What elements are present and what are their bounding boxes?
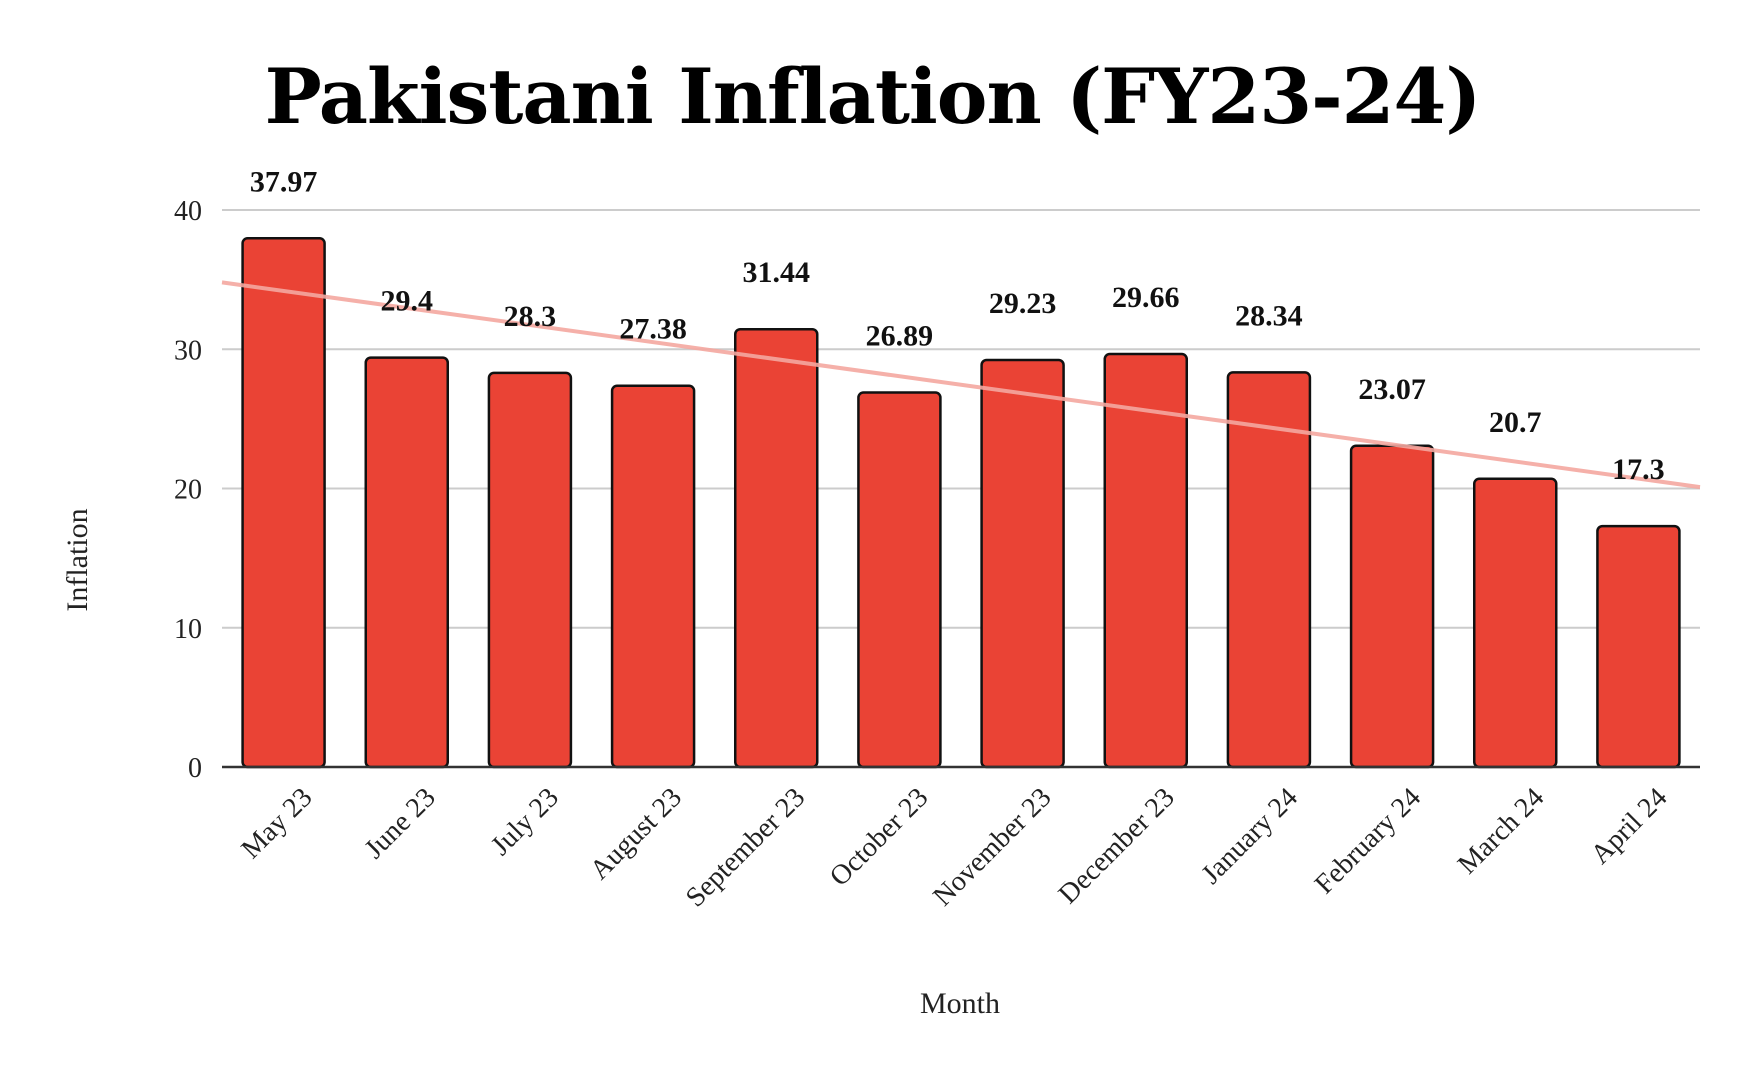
x-tick-label: June 23 xyxy=(359,782,442,865)
data-label: 29.66 xyxy=(1112,281,1180,314)
bar xyxy=(734,327,819,769)
data-label: 28.3 xyxy=(504,300,557,333)
y-tick-label: 20 xyxy=(174,475,202,506)
x-tick-label: September 23 xyxy=(680,782,811,913)
trendline xyxy=(221,280,1701,490)
data-label: 23.07 xyxy=(1358,373,1426,406)
x-tick-label: August 23 xyxy=(584,782,688,886)
bar xyxy=(980,358,1065,769)
bar xyxy=(487,371,573,769)
bar xyxy=(364,356,449,769)
bar xyxy=(1349,444,1435,769)
data-label: 26.89 xyxy=(866,320,934,353)
y-tick-label: 40 xyxy=(174,196,202,227)
y-tick-label: 10 xyxy=(174,614,202,645)
bar xyxy=(241,237,326,769)
data-label: 17.3 xyxy=(1612,453,1665,486)
bar xyxy=(857,391,942,769)
x-tick-label: December 23 xyxy=(1053,782,1181,910)
x-axis-title: Month xyxy=(920,987,1000,1020)
x-tick-label: October 23 xyxy=(824,782,934,892)
bar xyxy=(610,384,696,769)
bar xyxy=(1473,477,1558,769)
x-tick-label: July 23 xyxy=(485,782,565,862)
x-tick-label: January 24 xyxy=(1196,782,1304,890)
x-tick-label: February 24 xyxy=(1309,782,1427,900)
chart-title: Pakistani Inflation (FY23-24) xyxy=(264,52,1482,141)
data-label: 29.4 xyxy=(381,285,434,318)
y-tick-label: 0 xyxy=(188,753,202,784)
y-axis-title: Inflation xyxy=(61,508,94,611)
data-label: 29.23 xyxy=(989,287,1057,320)
data-label: 31.44 xyxy=(743,256,811,289)
x-tick-label: May 23 xyxy=(236,782,319,865)
data-label: 20.7 xyxy=(1489,406,1542,439)
y-tick-label: 30 xyxy=(174,335,202,366)
x-tick-label: March 24 xyxy=(1452,782,1550,880)
x-tick-label: November 23 xyxy=(927,782,1057,912)
data-label: 28.34 xyxy=(1235,299,1303,332)
data-label: 27.38 xyxy=(619,313,687,346)
data-label: 37.97 xyxy=(250,165,318,198)
bar xyxy=(1596,524,1681,769)
x-tick-label: April 24 xyxy=(1585,782,1673,870)
